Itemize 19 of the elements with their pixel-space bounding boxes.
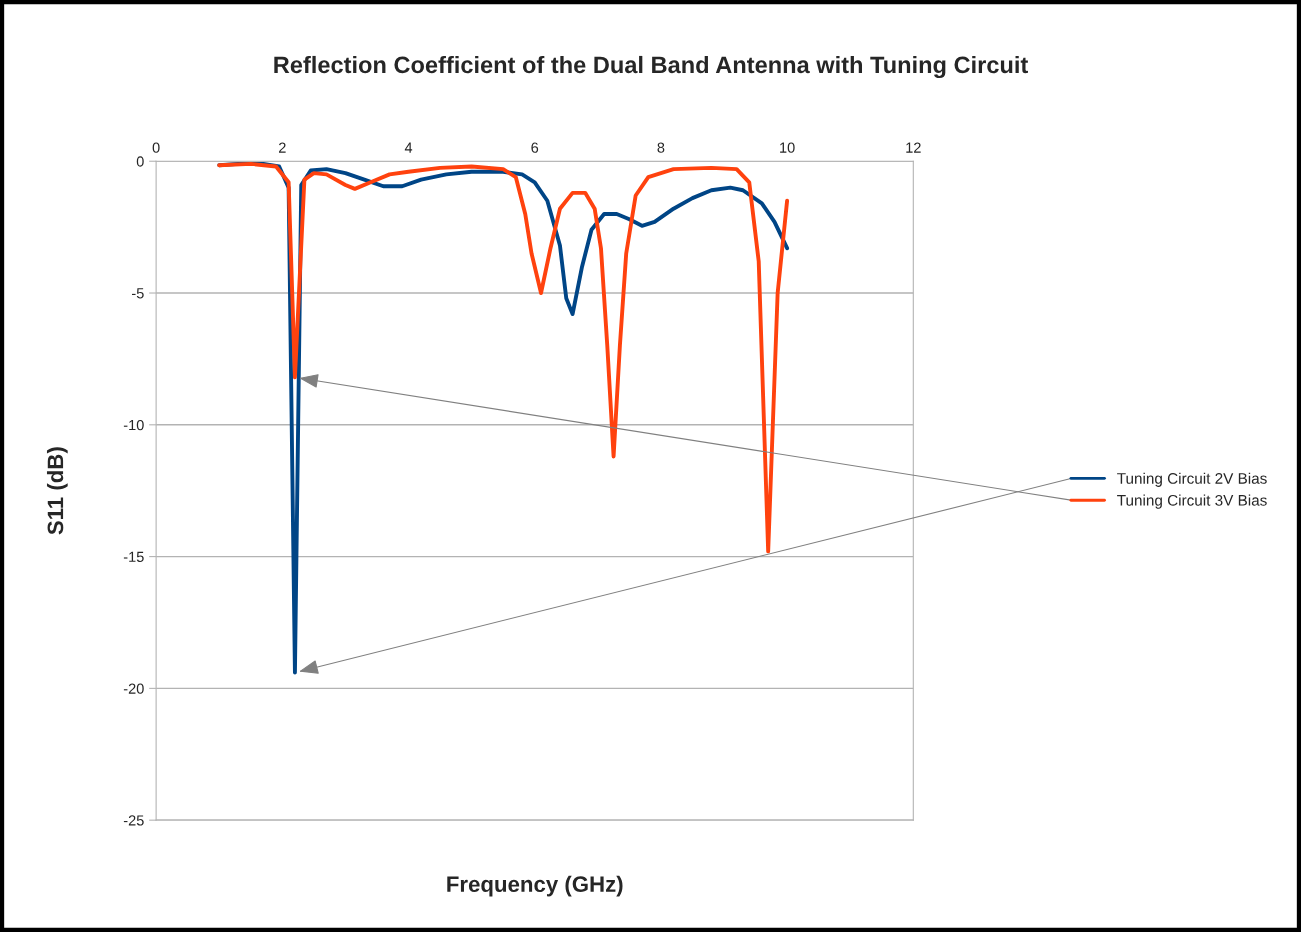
x-tick-label: 8 [657, 142, 665, 153]
legend-label: Tuning Circuit 2V Bias [1117, 472, 1267, 487]
x-tick-label: 6 [531, 142, 539, 153]
y-tick-label: -20 [123, 683, 144, 694]
x-tick-label: 4 [404, 142, 413, 153]
y-tick-label: -10 [123, 419, 144, 431]
y-tick-label: -5 [132, 288, 144, 299]
y-tick-label: -15 [123, 551, 144, 563]
legend-label: Tuning Circuit 3V Bias [1117, 494, 1267, 509]
y-tick-label: 0 [136, 156, 144, 167]
x-tick-label: 12 [906, 142, 921, 153]
x-tick-label: 10 [780, 142, 795, 153]
x-tick-label: 0 [152, 142, 160, 153]
x-axis-title: Frequency (GHz) [447, 875, 623, 897]
line-series [217, 161, 790, 554]
x-tick-label: 2 [279, 142, 286, 153]
y-tick-label: -25 [123, 815, 144, 826]
y-axis-title: S11 (dB) [46, 447, 68, 535]
chart-title: Reflection Coefficient of the Dual Band Antenna with Tuning Circuit [274, 55, 1029, 79]
